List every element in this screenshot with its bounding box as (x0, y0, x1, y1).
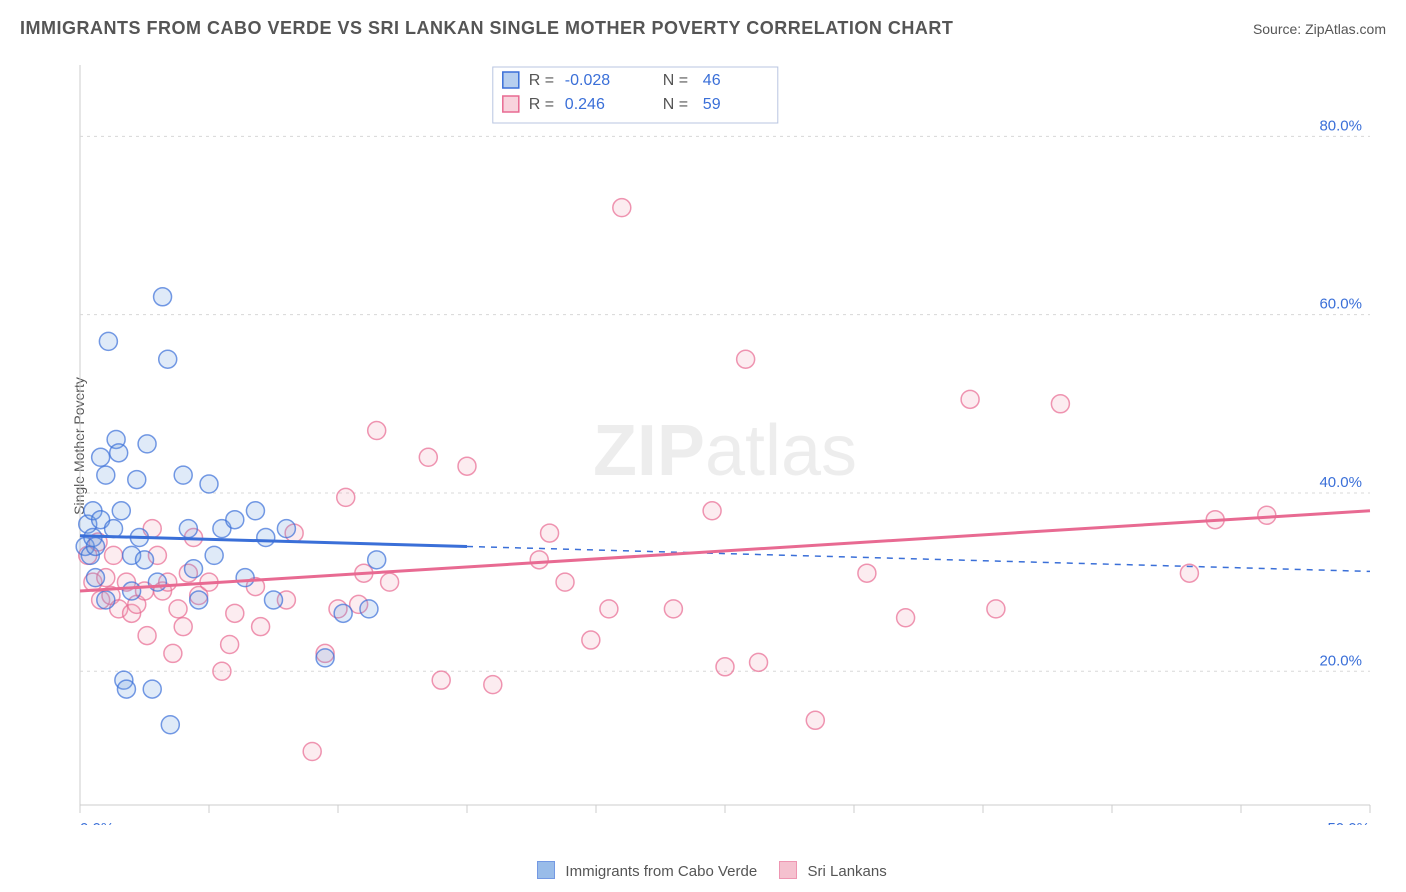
footer-legend: Immigrants from Cabo Verde Sri Lankans (0, 861, 1406, 880)
svg-text:40.0%: 40.0% (1319, 474, 1362, 491)
legend-swatch-cabo (537, 861, 555, 879)
svg-text:20.0%: 20.0% (1319, 652, 1362, 669)
chart-title: IMMIGRANTS FROM CABO VERDE VS SRI LANKAN… (20, 18, 953, 39)
svg-text:50.0%: 50.0% (1327, 820, 1370, 825)
svg-text:N =: N = (663, 72, 688, 89)
svg-text:ZIPatlas: ZIPatlas (593, 411, 857, 491)
scatter-chart: 20.0% 40.0% 60.0% 80.0% 0.0% 50.0% ZIPatlas R =… (50, 55, 1380, 825)
svg-text:R =: R = (529, 72, 554, 89)
svg-text:N =: N = (663, 96, 688, 113)
svg-text:46: 46 (703, 72, 721, 89)
legend-label-srilankan: Sri Lankans (808, 863, 887, 880)
source-label: Source: ZipAtlas.com (1253, 21, 1386, 37)
legend-swatch-srilankan (779, 861, 797, 879)
svg-text:0.246: 0.246 (565, 96, 605, 113)
svg-text:80.0%: 80.0% (1319, 117, 1362, 134)
svg-text:R =: R = (529, 96, 554, 113)
svg-text:60.0%: 60.0% (1319, 296, 1362, 313)
legend-label-cabo: Immigrants from Cabo Verde (565, 863, 757, 880)
svg-text:-0.028: -0.028 (565, 72, 610, 89)
svg-text:0.0%: 0.0% (80, 820, 114, 825)
svg-text:59: 59 (703, 96, 721, 113)
